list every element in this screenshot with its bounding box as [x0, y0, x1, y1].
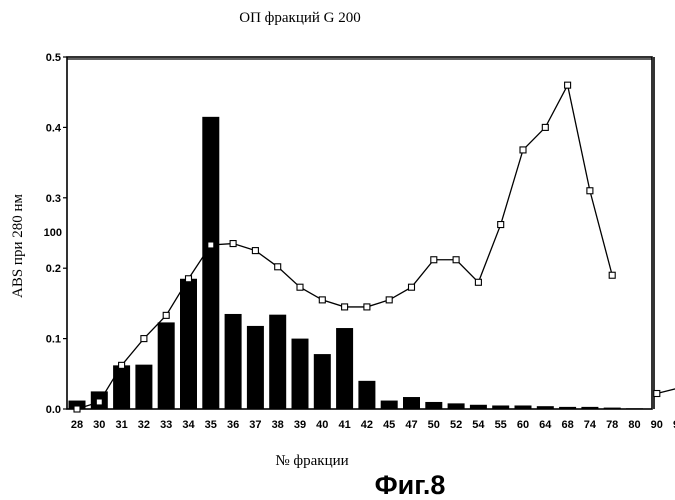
bar	[425, 402, 442, 409]
y-tick-label: 0.1	[46, 334, 61, 346]
y-tick-label: 0.5	[46, 52, 61, 64]
bar	[626, 408, 643, 409]
x-tick-label: 34	[182, 419, 195, 431]
x-tick-label: 45	[383, 419, 395, 431]
x-axis: 28 30 31 32 33 34 35 36 37 38 39 40 41 42 45 47 50 52 54 55…	[71, 419, 675, 431]
bar	[470, 405, 487, 409]
line-point-marker	[386, 297, 392, 303]
x-tick-label: 41	[338, 419, 350, 431]
chart-title: ОП фракций G 200	[239, 10, 361, 26]
bar	[225, 314, 242, 409]
line-point-marker	[498, 222, 504, 228]
line-point-marker	[342, 304, 348, 310]
line-point-marker	[542, 124, 548, 130]
bar	[381, 401, 398, 409]
bar	[180, 279, 197, 409]
bar	[247, 326, 264, 409]
line-point-marker	[587, 188, 593, 194]
bar	[537, 406, 554, 409]
x-tick-label: 39	[294, 419, 306, 431]
x-tick-label: 28	[71, 419, 83, 431]
y-tick-label: 0.2	[46, 263, 61, 275]
line-point-marker	[520, 147, 526, 153]
bar	[515, 405, 532, 409]
x-tick-label: 40	[316, 419, 328, 431]
line-point-marker	[163, 312, 169, 318]
line-point-marker	[297, 284, 303, 290]
bar	[559, 407, 576, 409]
x-tick-label: 36	[227, 419, 239, 431]
x-tick-label: 50	[428, 419, 440, 431]
y-axis-label: ABS при 280 нм	[10, 193, 26, 298]
line-point-marker	[654, 391, 660, 397]
line-point-marker	[252, 248, 258, 254]
x-tick-label: 47	[405, 419, 417, 431]
bar	[336, 328, 353, 409]
y-tick-label: 0.3	[46, 193, 61, 205]
line-point-marker	[275, 264, 281, 270]
bar	[358, 381, 375, 409]
x-tick-label: 54	[472, 419, 485, 431]
bar	[403, 397, 420, 409]
line-point-marker	[364, 304, 370, 310]
x-tick-label: 80	[628, 419, 640, 431]
bar	[314, 354, 331, 409]
x-tick-label: 31	[115, 419, 127, 431]
x-tick-label: 64	[539, 419, 552, 431]
x-tick-label: 32	[138, 419, 150, 431]
x-tick-label: 52	[450, 419, 462, 431]
y-tick-label: 0.0	[46, 404, 61, 416]
line-point-marker	[74, 406, 80, 412]
x-tick-label: 55	[495, 419, 507, 431]
line-point-marker	[186, 276, 192, 282]
line-point-marker	[141, 336, 147, 342]
bar	[269, 315, 286, 409]
x-tick-label: 30	[93, 419, 105, 431]
bar	[202, 117, 219, 409]
bar	[448, 403, 465, 409]
bar-series	[69, 117, 644, 409]
plot-frame	[67, 57, 652, 409]
x-axis-label: № фракции	[275, 453, 348, 469]
x-tick-label: 68	[561, 419, 573, 431]
extra-tick-label: 100	[44, 227, 62, 239]
bar	[113, 365, 130, 409]
bar	[492, 405, 509, 409]
line-point-marker	[431, 257, 437, 263]
line-point-marker	[565, 82, 571, 88]
bar	[158, 322, 175, 409]
line-point-marker	[453, 257, 459, 263]
x-tick-label: 37	[249, 419, 261, 431]
x-tick-label: 60	[517, 419, 529, 431]
bar	[292, 339, 309, 409]
line-point-marker	[475, 279, 481, 285]
line-point-marker	[230, 241, 236, 247]
x-tick-label: 42	[361, 419, 373, 431]
x-tick-label: 33	[160, 419, 172, 431]
bar	[604, 408, 621, 409]
x-tick-label: 90	[651, 419, 663, 431]
line-point-marker	[208, 242, 214, 248]
line-point-marker	[409, 284, 415, 290]
bar	[581, 407, 598, 409]
x-tick-label: 38	[272, 419, 284, 431]
line-point-marker	[609, 272, 615, 278]
x-tick-label: 78	[606, 419, 618, 431]
figure-caption: Фиг.8	[375, 470, 446, 500]
x-tick-label: 35	[205, 419, 217, 431]
y-tick-label: 0.4	[46, 122, 62, 134]
line-point-marker	[119, 362, 125, 368]
bar	[135, 365, 152, 409]
x-tick-label: 74	[584, 419, 597, 431]
line-point-marker	[96, 399, 102, 405]
line-point-marker	[319, 297, 325, 303]
